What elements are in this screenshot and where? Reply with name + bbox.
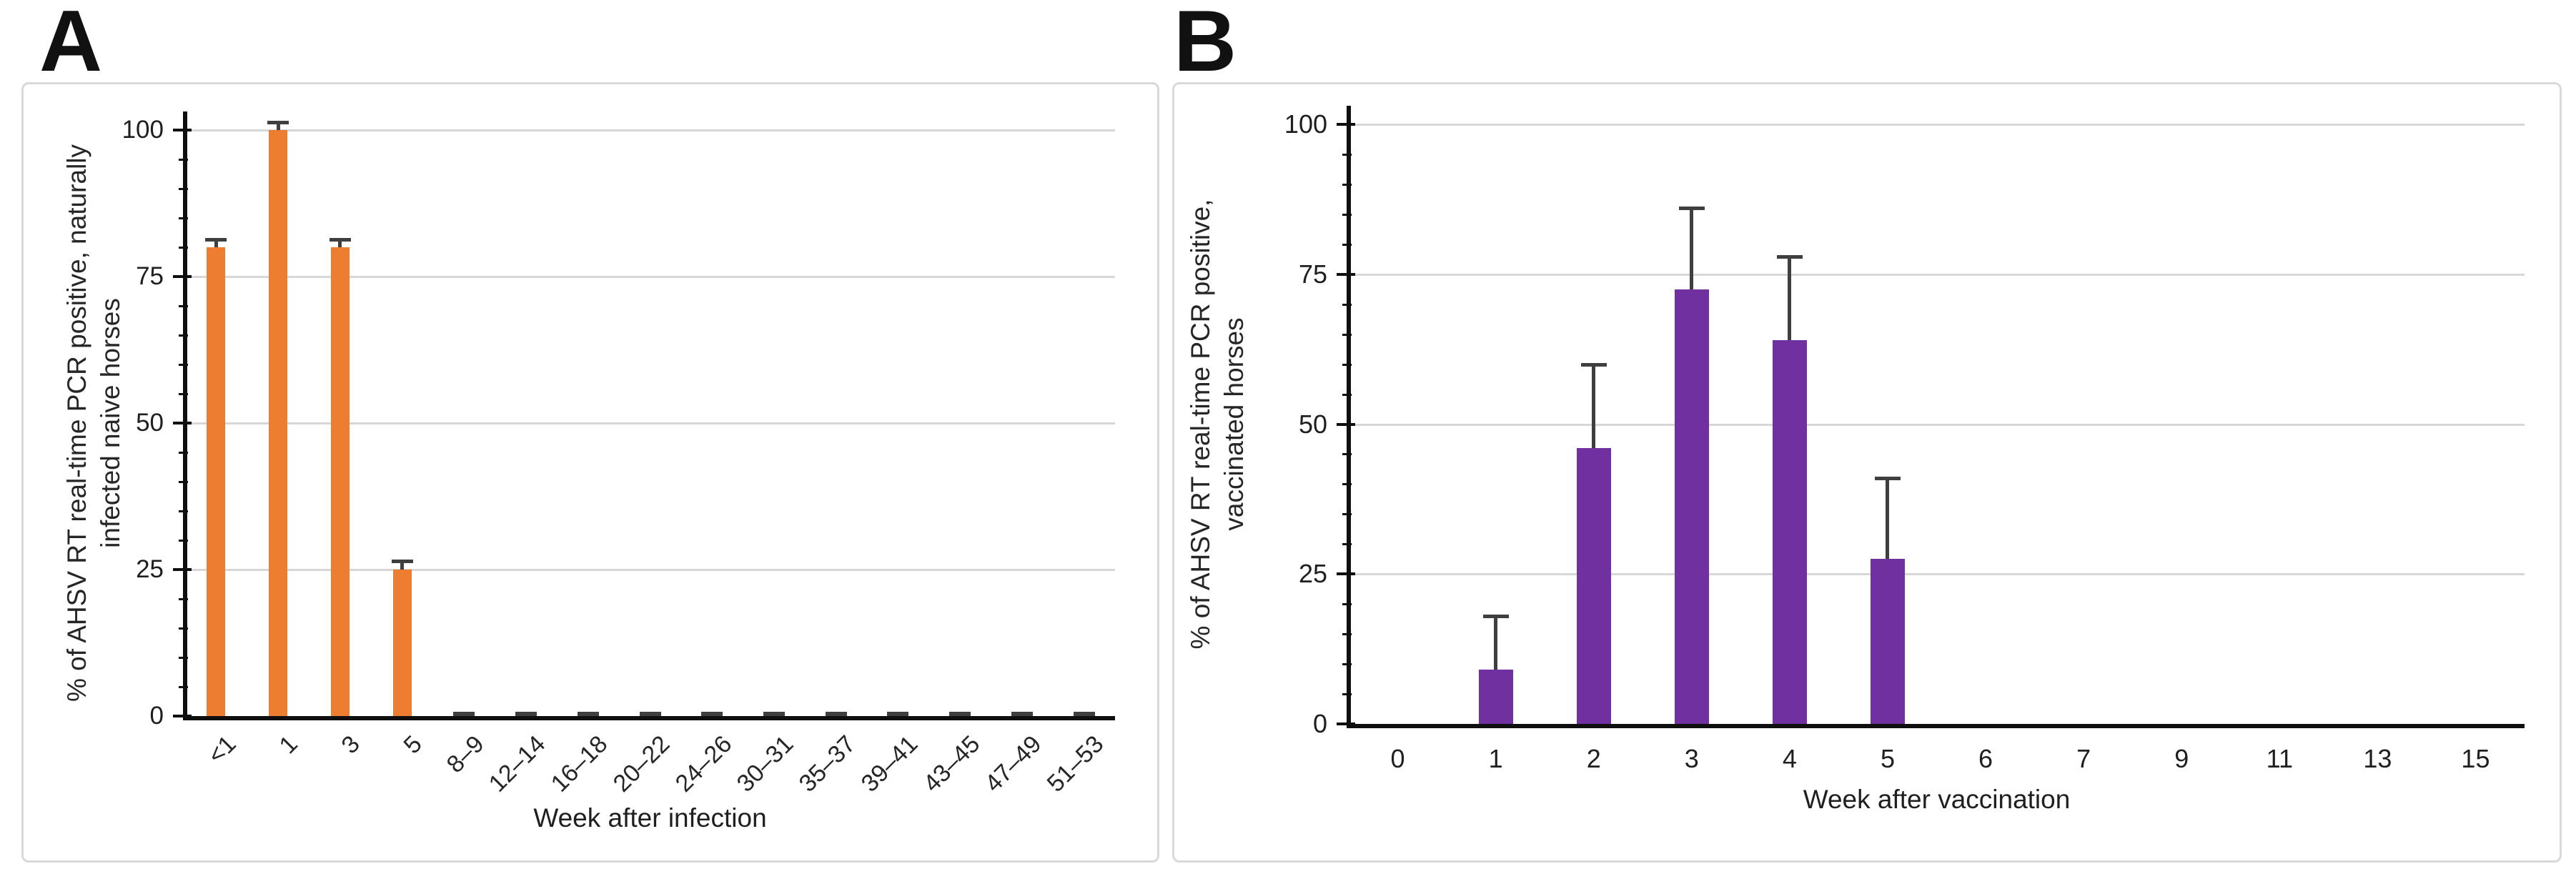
panel-b-x-axis-line: [1347, 724, 2525, 728]
panel-b-error-bar-stem: [1886, 478, 1890, 560]
panel-a-y-major-tick: [173, 568, 192, 571]
panel-b-letter: B: [1174, 0, 1237, 89]
panel-a-bar: [763, 712, 785, 716]
panel-a-bar: [701, 712, 723, 716]
panel-a-gridline-50: [187, 422, 1115, 424]
panel-a-error-bar-stem: [214, 239, 218, 247]
panel-b-bar: [1576, 448, 1611, 724]
panel-a-bar: [330, 247, 350, 716]
panel-a-y-tick-label: 0: [149, 702, 164, 730]
panel-b-error-bar-cap: [1482, 614, 1509, 618]
panel-a-bar: [453, 712, 475, 716]
panel-a-bar: [515, 712, 538, 716]
panel-b-x-tick-label: 11: [2266, 744, 2293, 773]
panel-a-y-major-tick: [173, 275, 192, 278]
panel-a-x-axis-title: Week after infection: [533, 803, 767, 833]
panel-a-error-bar-cap: [391, 559, 413, 563]
panel-b-error-bar-stem: [1592, 364, 1596, 449]
panel-b-x-tick-label: 7: [2076, 744, 2091, 773]
panel-a-y-tick-label: 50: [136, 409, 164, 437]
panel-b-x-tick-label: 4: [1782, 744, 1797, 773]
panel-b-box: [1172, 82, 2562, 863]
panel-b-y-major-tick: [1337, 572, 1355, 576]
panel-b-x-tick-label: 15: [2461, 744, 2490, 773]
panel-b-error-bar-stem: [1788, 256, 1792, 341]
panel-a-error-bar-stem: [276, 122, 280, 130]
panel-a-bar: [269, 130, 288, 716]
panel-a-bar: [577, 712, 599, 716]
panel-a-gridline-100: [187, 129, 1115, 131]
panel-a-bar: [392, 570, 412, 716]
panel-a-bar: [1073, 712, 1095, 716]
panel-b-gridline-75: [1351, 273, 2525, 276]
panel-b-x-tick-label: 9: [2174, 744, 2189, 773]
panel-a-error-bar-cap: [329, 238, 351, 242]
panel-a-y-tick-label: 75: [136, 262, 164, 290]
panel-b-x-tick-label: 1: [1488, 744, 1503, 773]
panel-a-gridline-75: [187, 276, 1115, 278]
panel-b-bar: [1674, 289, 1709, 724]
panel-b-y-major-tick: [1337, 422, 1355, 426]
panel-b-y-axis-title-line1: % of AHSV RT real-time PCR positive,: [1186, 199, 1215, 650]
panel-b-error-bar-cap: [1678, 207, 1705, 211]
panel-b-error-bar-cap: [1776, 254, 1803, 259]
panel-b-y-tick-label: 50: [1298, 409, 1327, 439]
panel-b-y-tick-label: 25: [1298, 559, 1327, 589]
panel-a-bar: [949, 712, 971, 716]
panel-b-gridline-25: [1351, 573, 2525, 576]
panel-b-gridline-50: [1351, 423, 2525, 426]
panel-a-error-bar-cap: [205, 238, 227, 242]
panel-b-x-axis-title: Week after vaccination: [1803, 785, 2071, 814]
panel-a-y-tick-label: 100: [122, 116, 164, 144]
panel-b-y-tick-label: 0: [1312, 709, 1327, 738]
panel-b-gridline-100: [1351, 124, 2525, 126]
panel-b-y-major-tick: [1337, 272, 1355, 276]
panel-b-error-bar-cap: [1580, 362, 1607, 367]
panel-b-error-bar-stem: [1494, 615, 1498, 670]
panel-a-y-major-tick: [173, 422, 192, 424]
panel-b-error-bar-cap: [1874, 477, 1901, 480]
panel-b-x-tick-label: 5: [1880, 744, 1895, 773]
panel-a-gridline-25: [187, 569, 1115, 571]
panel-b-bar: [1772, 340, 1807, 724]
panel-a-bar: [639, 712, 661, 716]
panel-b-x-tick-label: 2: [1586, 744, 1601, 773]
panel-a-error-bar-cap: [267, 121, 289, 125]
panel-a-letter: A: [39, 0, 102, 89]
panel-b-bar: [1870, 559, 1905, 724]
panel-b-x-tick-label: 13: [2363, 744, 2392, 773]
panel-b-y-major-tick: [1337, 123, 1355, 126]
panel-a-error-bar-stem: [338, 239, 342, 247]
panel-b-y-axis-line: [1347, 106, 1351, 726]
panel-b-x-tick-label: 0: [1390, 744, 1405, 773]
panel-b-error-bar-stem: [1690, 208, 1694, 289]
panel-b-y-major-tick: [1337, 722, 1355, 725]
panel-b-bar: [1478, 670, 1513, 724]
panel-a-bar: [207, 247, 226, 716]
panel-a-error-bar-stem: [400, 560, 405, 570]
panel-b-x-tick-label: 3: [1684, 744, 1699, 773]
panel-b-y-tick-label: 75: [1298, 259, 1327, 289]
panel-b-y-tick-label: 100: [1284, 109, 1327, 139]
panel-a-x-axis-line: [183, 716, 1115, 720]
panel-a-bar: [825, 712, 847, 716]
panel-a-y-major-tick: [173, 129, 192, 131]
panel-b-x-tick-label: 6: [1978, 744, 1993, 773]
panel-a-y-axis-line: [183, 111, 187, 718]
panel-a-bar: [887, 712, 909, 716]
panel-a-y-major-tick: [173, 715, 192, 717]
panel-a-bar: [1011, 712, 1033, 716]
panel-a-y-tick-label: 25: [136, 555, 164, 583]
